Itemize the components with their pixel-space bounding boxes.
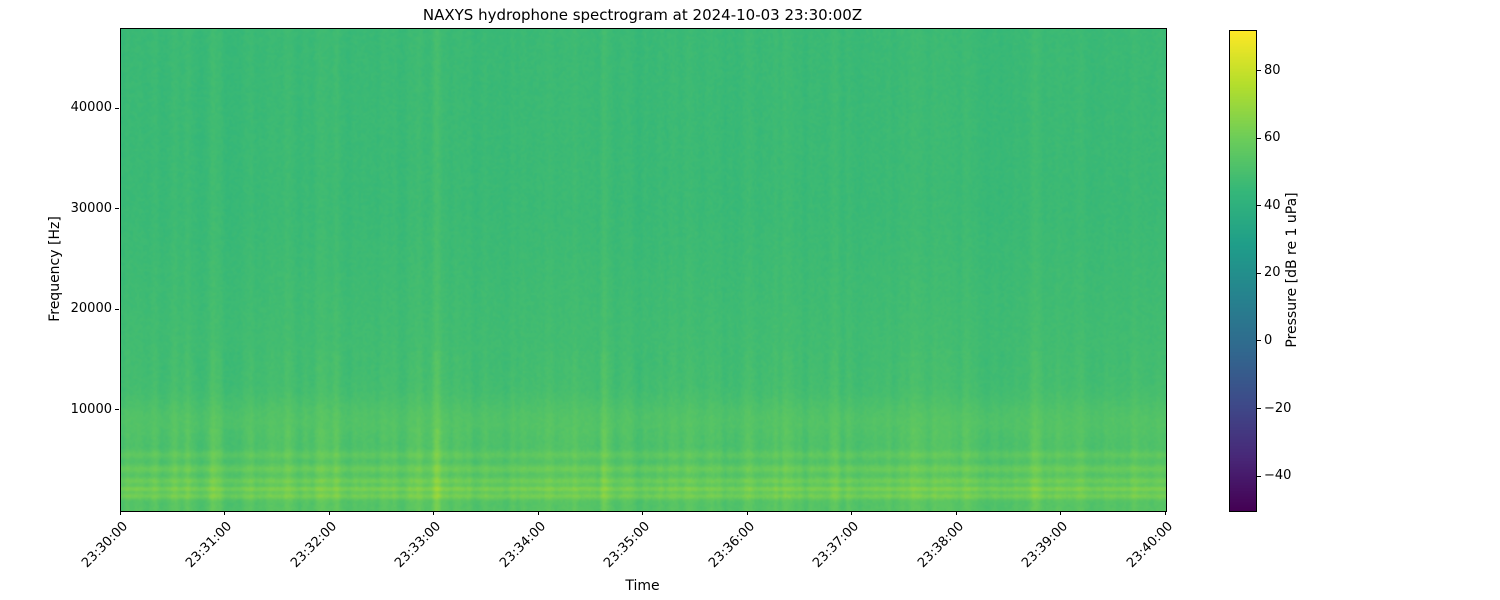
x-tick-label: 23:39:00 [1019, 519, 1072, 571]
tick-mark [119, 511, 121, 515]
tick-mark [1257, 137, 1261, 139]
colorbar-tick-label: −20 [1264, 400, 1292, 416]
tick-mark [642, 511, 643, 515]
x-tick-label: 23:31:00 [183, 519, 236, 571]
x-tick-label: 23:36:00 [705, 519, 758, 571]
y-tick-label: 40000 [70, 100, 112, 116]
colorbar-tick-label: 40 [1264, 197, 1281, 213]
tick-mark [1257, 475, 1261, 477]
x-axis-label: Time [625, 578, 660, 594]
colorbar-label: Pressure [dB re 1 uPa] [1284, 192, 1300, 348]
x-tick-label: 23:35:00 [601, 519, 654, 571]
spectrogram-canvas [121, 29, 1166, 511]
tick-mark [1257, 408, 1261, 410]
tick-mark [115, 308, 119, 310]
tick-mark [1164, 511, 1166, 515]
x-tick-label: 23:37:00 [810, 519, 863, 571]
tick-mark [1257, 272, 1261, 274]
x-tick-label: 23:40:00 [1123, 519, 1176, 571]
colorbar-canvas [1230, 31, 1256, 511]
tick-mark [1060, 511, 1061, 515]
colorbar-tick-label: 80 [1264, 62, 1281, 78]
tick-mark [1257, 205, 1261, 207]
plot-area [120, 28, 1167, 512]
colorbar-tick-label: 0 [1264, 332, 1273, 348]
tick-mark [851, 511, 852, 515]
x-tick-label: 23:33:00 [392, 519, 445, 571]
colorbar-tick-label: 20 [1264, 265, 1281, 281]
tick-mark [115, 208, 119, 210]
tick-mark [955, 511, 957, 515]
tick-mark [537, 511, 539, 515]
y-tick-label: 10000 [70, 401, 112, 417]
colorbar-tick-label: 60 [1264, 130, 1281, 146]
y-tick-label: 30000 [70, 200, 112, 216]
y-tick-label: 20000 [70, 301, 112, 317]
tick-mark [224, 511, 225, 515]
tick-mark [1257, 340, 1261, 342]
colorbar-tick-label: −40 [1264, 468, 1292, 484]
x-tick-label: 23:38:00 [914, 519, 967, 571]
x-tick-label: 23:32:00 [287, 519, 340, 571]
tick-mark [328, 511, 330, 515]
tick-mark [746, 511, 748, 515]
tick-mark [1257, 70, 1261, 72]
tick-mark [433, 511, 434, 515]
tick-mark [115, 107, 119, 109]
colorbar [1229, 30, 1257, 512]
x-tick-label: 23:30:00 [78, 519, 131, 571]
x-tick-label: 23:34:00 [496, 519, 549, 571]
chart-title: NAXYS hydrophone spectrogram at 2024-10-… [422, 6, 863, 24]
tick-mark [115, 409, 119, 411]
